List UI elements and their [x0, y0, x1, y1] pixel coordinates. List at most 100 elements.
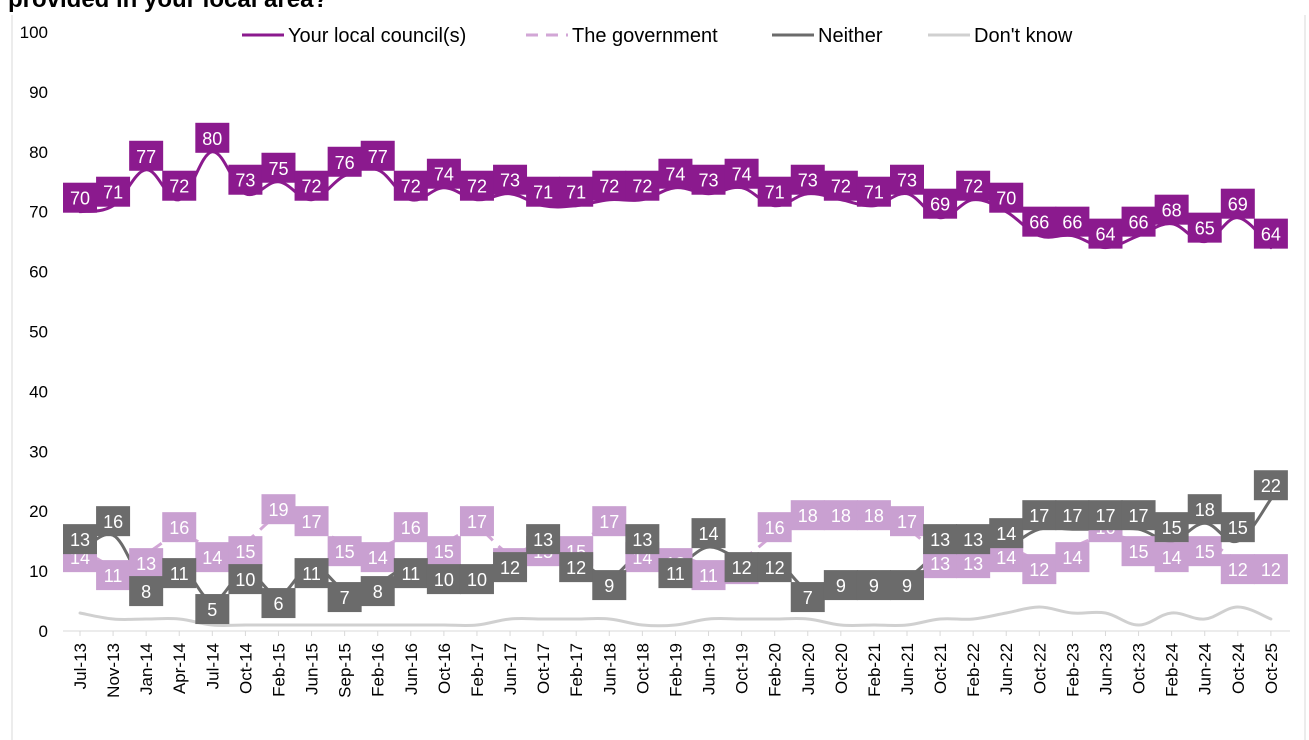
data-label-text: 71 — [103, 183, 123, 203]
x-tick-label: Feb-15 — [269, 643, 288, 697]
data-label-box — [989, 182, 1024, 213]
data-label-neither: 12 — [724, 552, 759, 583]
data-label-text: 72 — [963, 177, 983, 197]
data-label-text: 17 — [599, 512, 619, 532]
y-tick-label: 70 — [29, 203, 48, 222]
data-label-text: 7 — [340, 588, 350, 608]
data-label-box — [1253, 470, 1288, 501]
data-label-neither: 13 — [625, 524, 660, 555]
data-label-text: 72 — [169, 177, 189, 197]
data-label-council: 76 — [327, 146, 362, 177]
data-label-box — [294, 506, 329, 537]
data-label-text: 15 — [335, 542, 355, 562]
data-label-text: 18 — [864, 506, 884, 526]
x-tick-label: Oct-19 — [733, 643, 752, 694]
data-label-text: 6 — [273, 594, 283, 614]
data-label-box — [426, 564, 461, 595]
data-label-text: 8 — [373, 582, 383, 602]
data-label-box — [823, 170, 858, 201]
data-label-text: 72 — [401, 177, 421, 197]
data-label-text: 71 — [533, 183, 553, 203]
data-label-box — [1187, 536, 1222, 567]
data-label-neither: 11 — [393, 558, 428, 589]
data-label-box — [327, 536, 362, 567]
data-label-text: 9 — [902, 576, 912, 596]
data-label-neither: 10 — [228, 564, 263, 595]
x-tick-label: Jun-16 — [402, 643, 421, 695]
data-label-box — [592, 506, 627, 537]
x-tick-label: Jun-19 — [700, 643, 719, 695]
data-label-box — [426, 158, 461, 189]
data-label-box — [658, 158, 693, 189]
data-label-text: 13 — [930, 530, 950, 550]
data-label-neither: 9 — [823, 570, 858, 601]
data-label-government: 14 — [195, 542, 230, 573]
data-label-neither: 17 — [1055, 500, 1090, 531]
data-label-text: 72 — [599, 177, 619, 197]
data-label-box — [724, 552, 759, 583]
data-label-neither: 5 — [195, 594, 230, 625]
data-label-council: 69 — [1220, 188, 1255, 219]
legend-label-the-government: The government — [572, 25, 718, 47]
data-label-council: 64 — [1253, 218, 1288, 249]
data-label-text: 73 — [235, 171, 255, 191]
data-label-neither: 14 — [989, 518, 1024, 549]
data-label-text: 8 — [141, 582, 151, 602]
data-label-neither: 16 — [96, 506, 131, 537]
data-label-box — [1121, 206, 1156, 237]
data-label-council: 66 — [1121, 206, 1156, 237]
x-tick-label: Oct-21 — [931, 643, 950, 694]
data-label-text: 11 — [170, 564, 189, 584]
data-label-government: 15 — [327, 536, 362, 567]
data-label-text: 11 — [401, 564, 420, 584]
data-label-text: 16 — [169, 518, 189, 538]
data-label-box — [923, 188, 958, 219]
x-tick-label: Sep-15 — [336, 643, 355, 698]
data-label-government: 17 — [294, 506, 329, 537]
y-tick-label: 50 — [29, 323, 48, 342]
data-label-text: 11 — [699, 566, 718, 586]
data-label-box — [724, 158, 759, 189]
data-label-text: 15 — [434, 542, 454, 562]
data-label-text: 7 — [803, 588, 813, 608]
data-label-box — [1088, 500, 1123, 531]
data-label-box — [691, 164, 726, 195]
data-label-box — [393, 170, 428, 201]
data-label-box — [625, 170, 660, 201]
data-label-box — [592, 570, 627, 601]
data-label-text: 68 — [1162, 201, 1182, 221]
data-label-neither: 7 — [327, 582, 362, 613]
data-label-neither: 18 — [1187, 494, 1222, 525]
data-label-box — [1055, 500, 1090, 531]
x-tick-label: Jun-22 — [997, 643, 1016, 695]
data-label-government: 13 — [129, 548, 164, 579]
data-label-box — [96, 560, 131, 591]
data-label-council: 64 — [1088, 218, 1123, 249]
data-label-text: 12 — [1029, 560, 1049, 580]
data-label-government: 15 — [1121, 536, 1156, 567]
data-label-box — [96, 176, 131, 207]
data-label-box — [526, 524, 561, 555]
data-label-government: 15 — [228, 536, 263, 567]
x-tick-label: Feb-23 — [1063, 643, 1082, 697]
data-label-box — [658, 558, 693, 589]
data-label-text: 14 — [699, 524, 719, 544]
data-label-text: 18 — [798, 506, 818, 526]
data-label-box — [360, 576, 395, 607]
data-label-text: 75 — [268, 159, 288, 179]
data-label-text: 76 — [335, 153, 355, 173]
data-label-box — [856, 500, 891, 531]
data-label-text: 64 — [1261, 225, 1281, 245]
data-label-text: 11 — [104, 566, 123, 586]
data-label-text: 12 — [500, 558, 520, 578]
data-label-text: 17 — [1062, 506, 1082, 526]
data-label-text: 74 — [434, 165, 454, 185]
data-label-box — [261, 494, 296, 525]
data-label-box — [592, 170, 627, 201]
data-label-text: 12 — [1261, 560, 1281, 580]
data-label-government: 18 — [856, 500, 891, 531]
data-label-box — [162, 558, 197, 589]
y-tick-label: 40 — [29, 382, 48, 401]
x-tick-label: Jan-14 — [137, 643, 156, 695]
data-label-box — [757, 176, 792, 207]
